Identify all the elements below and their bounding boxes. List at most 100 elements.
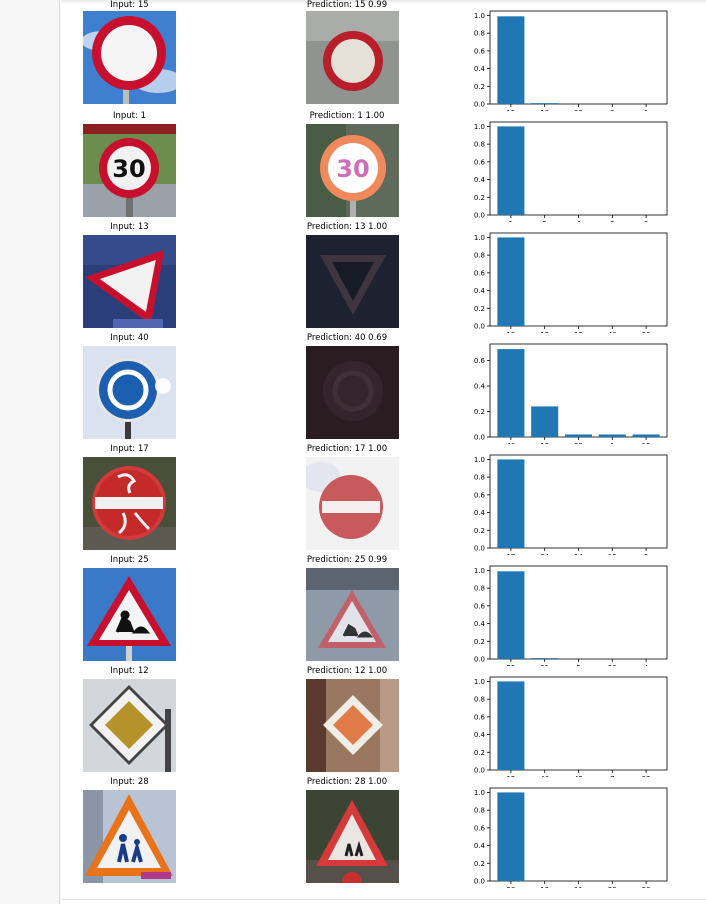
input-title: Input: 17 [110, 444, 149, 454]
y-tick-label: 0.0 [474, 434, 485, 442]
y-tick-label: 0.4 [474, 383, 486, 391]
probability-bar [497, 571, 525, 659]
prediction-title: Prediction: 25 0.99 [306, 555, 388, 565]
input-title: Input: 15 [110, 0, 149, 10]
y-tick-label: 0.4 [474, 731, 486, 739]
y-tick-label: 0.6 [474, 713, 486, 721]
result-row-40: Input: 40 Prediction: 40 0.69 4012381150… [61, 333, 706, 450]
prediction-title: Prediction: 28 1.00 [306, 777, 388, 787]
y-tick-label: 0.8 [474, 585, 485, 593]
notebook-sidebar [0, 0, 60, 904]
probability-chart: 13121540390.00.20.40.60.81.0 [452, 222, 672, 339]
y-tick-label: 0.8 [474, 474, 485, 482]
result-row-13: Input: 13 Prediction: 13 1.00 1312154039… [61, 222, 706, 339]
probability-chart: 151338210.00.20.40.60.81.0 [452, 0, 672, 117]
probability-bar [497, 349, 525, 437]
prediction-title: Prediction: 40 0.69 [306, 333, 388, 343]
input-image [83, 679, 176, 772]
probability-bar [497, 16, 525, 104]
x-tick-label: 30 [642, 886, 651, 888]
input-title: Input: 13 [110, 222, 149, 232]
y-tick-label: 0.2 [474, 749, 485, 757]
input-title: Input: 28 [110, 777, 149, 787]
prediction-title: Prediction: 15 0.99 [306, 0, 388, 10]
input-image: 30 [83, 124, 176, 217]
input-image [83, 568, 176, 661]
y-tick-label: 0.4 [474, 509, 486, 517]
prediction-image [306, 568, 399, 661]
probability-chart: 253152940.00.20.40.60.81.0 [452, 555, 672, 672]
y-tick-label: 0.6 [474, 47, 486, 55]
prediction-image [306, 11, 399, 104]
prediction-image [306, 790, 399, 883]
y-tick-label: 0.0 [474, 767, 485, 775]
y-tick-label: 0.2 [474, 527, 485, 535]
probability-chart: 154200.00.20.40.60.81.0 [452, 111, 672, 228]
y-tick-label: 0.8 [474, 141, 485, 149]
y-tick-label: 0.2 [474, 638, 485, 646]
x-tick-label: 29 [608, 886, 617, 888]
probability-chart: 4012381150.00.20.40.6 [452, 333, 672, 450]
speed-limit-text: 30 [112, 155, 145, 183]
y-tick-label: 0.2 [474, 83, 485, 91]
y-tick-label: 1.0 [474, 456, 485, 464]
probability-bar [497, 792, 525, 881]
prediction-image [306, 346, 399, 439]
y-tick-label: 0.0 [474, 323, 485, 331]
prediction-title: Prediction: 12 1.00 [306, 666, 388, 676]
probability-bar [632, 434, 660, 437]
y-tick-label: 0.4 [474, 65, 486, 73]
probability-chart: 1240427320.00.20.40.60.81.0 [452, 666, 672, 783]
result-row-25: Input: 25 Prediction: 25 0.99 253152940.… [61, 555, 706, 672]
y-tick-label: 0.2 [474, 860, 485, 868]
probability-bar [598, 434, 626, 437]
y-tick-label: 0.2 [474, 408, 485, 416]
y-tick-label: 0.8 [474, 30, 485, 38]
y-tick-label: 0.6 [474, 357, 486, 365]
input-image [83, 235, 176, 328]
x-tick-label: 11 [574, 886, 583, 888]
prediction-title: Prediction: 17 1.00 [306, 444, 388, 454]
result-row-1: Input: 1 30 Prediction: 1 1.00 30 154200… [61, 111, 706, 228]
result-row-17: Input: 17 Prediction: 17 1.00 1734141590… [61, 444, 706, 561]
input-title: Input: 1 [113, 111, 146, 121]
y-tick-label: 0.0 [474, 878, 485, 886]
input-title: Input: 25 [110, 555, 149, 565]
y-tick-label: 1.0 [474, 234, 485, 242]
y-tick-label: 0.8 [474, 696, 485, 704]
probability-bar [497, 126, 525, 215]
input-image [83, 11, 176, 104]
input-image [83, 457, 176, 550]
input-title: Input: 40 [110, 333, 149, 343]
y-tick-label: 1.0 [474, 567, 485, 575]
y-tick-label: 0.0 [474, 656, 485, 664]
y-tick-label: 0.4 [474, 176, 486, 184]
prediction-image [306, 457, 399, 550]
prediction-title: Prediction: 13 1.00 [306, 222, 388, 232]
y-tick-label: 1.0 [474, 678, 485, 686]
y-tick-label: 0.0 [474, 101, 485, 109]
y-tick-label: 0.0 [474, 545, 485, 553]
x-tick-label: 19 [540, 886, 549, 888]
probability-bar [497, 681, 525, 770]
probability-bar [497, 459, 525, 548]
y-tick-label: 0.6 [474, 491, 486, 499]
prediction-image [306, 679, 399, 772]
y-tick-label: 0.4 [474, 287, 486, 295]
y-tick-label: 0.4 [474, 842, 486, 850]
input-image [83, 790, 176, 883]
prediction-image [306, 235, 399, 328]
y-tick-label: 0.6 [474, 602, 486, 610]
probability-bar [497, 237, 525, 326]
y-tick-label: 1.0 [474, 789, 485, 797]
y-tick-label: 0.6 [474, 824, 486, 832]
y-tick-label: 0.4 [474, 620, 486, 628]
probability-chart: 1734141590.00.20.40.60.81.0 [452, 444, 672, 561]
probability-chart: 28 19 11 29 30 0.0 0.2 0.4 0.6 0.8 1.0 [452, 777, 672, 894]
probability-bar [531, 406, 559, 437]
input-title: Input: 12 [110, 666, 149, 676]
cell-bottom-border [61, 899, 706, 900]
top-shadow [61, 0, 706, 4]
result-row-15: Input: 15 Prediction: 15 0.99 151338210.… [61, 0, 706, 117]
x-tick-label: 28 [506, 886, 515, 888]
